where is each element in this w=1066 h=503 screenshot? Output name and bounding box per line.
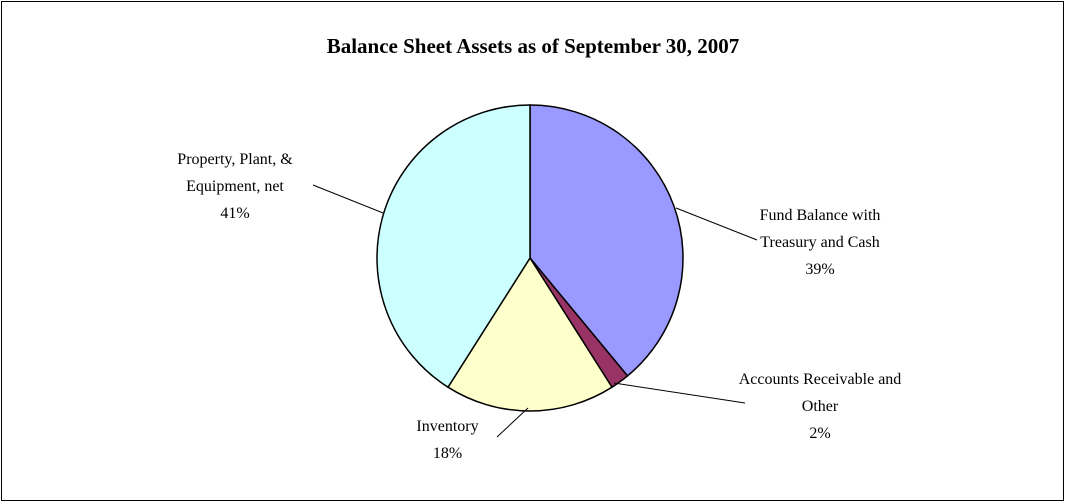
slice-percent: 41% <box>220 205 250 222</box>
pie-slice <box>446 256 614 412</box>
slice-label: Property, Plant, & Equipment, net 41% <box>150 146 320 227</box>
slice-label: Inventory 18% <box>400 413 495 467</box>
leader-line <box>312 184 384 214</box>
slice-percent: 18% <box>432 445 463 462</box>
slice-name: Accounts Receivable and Other <box>738 371 902 415</box>
slice-name: Property, Plant, & Equipment, net <box>177 151 293 195</box>
leader-line <box>613 382 746 404</box>
leader-line <box>496 407 529 438</box>
leader-line <box>675 207 758 241</box>
pie-slice <box>529 104 684 377</box>
slice-label: Accounts Receivable and Other 2% <box>735 366 905 447</box>
slice-percent: 2% <box>809 425 831 442</box>
pie-slice <box>376 104 531 389</box>
slice-percent: 39% <box>805 261 835 278</box>
slice-name: Fund Balance with Treasury and Cash <box>759 207 881 251</box>
slice-label: Fund Balance with Treasury and Cash 39% <box>745 202 895 283</box>
chart-title: Balance Sheet Assets as of September 30,… <box>326 34 740 58</box>
slice-name: Inventory <box>416 418 479 435</box>
